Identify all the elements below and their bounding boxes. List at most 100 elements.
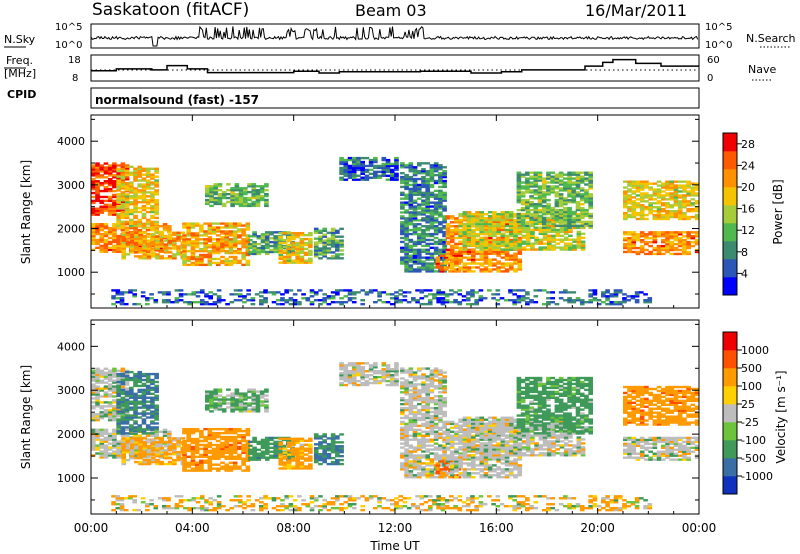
power-cell xyxy=(95,232,100,236)
power-cell xyxy=(571,195,577,198)
power-cell xyxy=(682,244,687,248)
power-cell xyxy=(351,293,357,296)
power-cell xyxy=(408,268,414,271)
power-cell xyxy=(576,213,582,216)
power-cell xyxy=(226,200,231,204)
power-cell xyxy=(137,206,143,210)
power-cell xyxy=(124,193,130,196)
power-cell xyxy=(462,256,468,259)
power-cell xyxy=(394,178,399,181)
power-cell xyxy=(521,226,527,230)
power-cell xyxy=(449,250,455,253)
velocity-cell xyxy=(116,390,121,394)
power-cell xyxy=(241,240,246,243)
power-cell xyxy=(129,197,134,200)
power-cell xyxy=(408,213,414,216)
power-cell xyxy=(541,199,547,202)
velocity-cell xyxy=(137,434,143,437)
power-cell xyxy=(116,199,121,202)
velocity-cell xyxy=(129,386,134,390)
power-cell xyxy=(682,188,687,191)
velocity-cell xyxy=(146,449,152,452)
power-cell xyxy=(124,202,130,206)
power-cell xyxy=(234,187,240,190)
velocity-cell xyxy=(145,380,151,384)
power-cell xyxy=(499,297,505,300)
power-cell xyxy=(516,171,522,174)
power-cell xyxy=(623,242,628,246)
power-cell xyxy=(554,212,560,216)
power-cell xyxy=(495,293,501,296)
power-cell xyxy=(466,220,472,224)
power-cell xyxy=(525,242,531,245)
power-cell xyxy=(479,216,485,220)
power-cell xyxy=(419,291,425,294)
power-cell xyxy=(530,232,535,236)
power-cell xyxy=(656,213,662,217)
power-cell xyxy=(438,230,443,234)
velocity-cell xyxy=(95,373,100,376)
power-cell xyxy=(150,255,156,258)
power-cell xyxy=(492,240,497,243)
power-cell xyxy=(462,211,468,214)
power-cell xyxy=(398,289,403,292)
power-cell xyxy=(677,184,683,187)
power-cell xyxy=(491,293,496,296)
velocity-cell xyxy=(154,414,159,417)
power-cell xyxy=(416,197,422,200)
power-cell xyxy=(404,219,409,222)
power-cell xyxy=(575,183,581,186)
power-cell xyxy=(356,162,361,166)
power-cell xyxy=(686,244,691,248)
power-cell xyxy=(471,213,476,216)
power-cell xyxy=(182,240,187,243)
power-cell xyxy=(530,228,535,232)
power-cell xyxy=(533,177,539,180)
power-cell xyxy=(648,198,653,201)
power-cell xyxy=(234,198,240,202)
power-cell xyxy=(435,262,441,265)
power-cell xyxy=(404,209,409,212)
power-cell xyxy=(483,232,489,236)
power-cell xyxy=(259,295,264,298)
power-cell xyxy=(623,198,628,201)
power-cell xyxy=(183,301,188,304)
power-cell xyxy=(112,185,117,189)
power-cell xyxy=(571,299,577,302)
power-cell xyxy=(120,206,126,210)
power-cell xyxy=(442,195,447,198)
power-cell xyxy=(429,213,435,216)
power-cell xyxy=(425,185,431,189)
power-cell xyxy=(237,234,242,237)
power-cell xyxy=(150,195,155,198)
power-cell xyxy=(516,295,522,298)
power-cell xyxy=(517,258,523,261)
power-cell xyxy=(247,190,252,194)
power-cell xyxy=(224,259,230,263)
power-cell xyxy=(537,187,543,190)
power-cell xyxy=(558,224,564,227)
power-cell xyxy=(623,244,628,248)
power-cell xyxy=(487,242,493,246)
power-cell xyxy=(116,240,121,244)
power-cell xyxy=(631,180,637,183)
power-cell xyxy=(322,293,327,296)
power-cell xyxy=(322,249,327,252)
power-cell xyxy=(172,247,177,250)
power-cell xyxy=(421,236,426,240)
velocity-cell xyxy=(211,463,217,466)
power-cell xyxy=(661,248,666,252)
power-cell xyxy=(571,171,577,174)
velocity-cell xyxy=(95,452,100,455)
power-cell xyxy=(408,256,414,259)
power-cell xyxy=(648,182,653,185)
power-cell xyxy=(400,232,405,236)
power-cell xyxy=(313,231,319,234)
power-cell xyxy=(438,213,443,216)
velocity-cell xyxy=(141,422,147,425)
power-cell xyxy=(150,183,155,186)
power-cell xyxy=(571,210,577,214)
power-cell xyxy=(286,261,292,264)
power-cell xyxy=(443,260,449,263)
power-cell xyxy=(228,247,234,251)
